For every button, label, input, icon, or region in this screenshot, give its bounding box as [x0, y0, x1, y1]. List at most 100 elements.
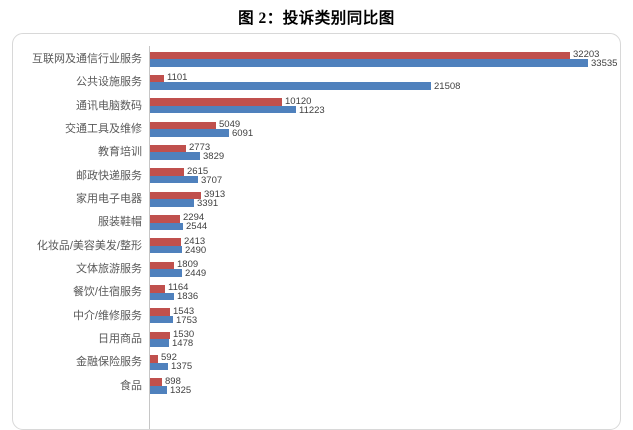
bar-group: 5049 6091: [149, 119, 614, 144]
blue-bottom-bar: [150, 82, 431, 91]
red-top-bar: [150, 214, 180, 223]
red-top-bar: [150, 98, 282, 106]
red-top-bar: [150, 331, 170, 340]
bar-group: 592 1375: [149, 352, 614, 377]
blue-bottom-bar: [150, 292, 174, 301]
red-value-label: 1164: [168, 282, 189, 294]
y-axis-line: [149, 46, 150, 429]
red-top-bar: [150, 74, 164, 83]
category-label: 互联网及通信行业服务: [32, 53, 142, 65]
blue-value-label: 1375: [171, 361, 193, 373]
bar-row: 邮政快递服务 2615 3707: [13, 165, 614, 191]
category-label: 金融保险服务: [76, 356, 142, 369]
category-label: 公共设施服务: [76, 76, 142, 89]
blue-value-label: 3391: [197, 198, 219, 210]
blue-bottom-bar: [150, 269, 182, 277]
bar-row: 化妆品/美容美发/整形 2413 2490: [13, 236, 614, 261]
category-label: 中介/维修服务: [72, 309, 142, 322]
bar-group: 2773 3829: [149, 142, 614, 167]
bar-group: 1164 1836: [149, 282, 614, 307]
bar-group: 1530 1478: [149, 329, 614, 354]
blue-value-label: 11223: [299, 104, 325, 116]
blue-value-label: 3829: [203, 151, 225, 163]
red-top-bar: [150, 261, 174, 270]
bar-row: 食品 898 1325: [13, 375, 614, 401]
red-top-bar: [150, 168, 184, 176]
blue-bottom-bar: [150, 129, 229, 137]
bar-row: 日用商品 1530 1478: [13, 329, 614, 354]
blue-value-label: 6091: [232, 128, 254, 140]
category-label: 交通工具及维修: [65, 123, 142, 136]
bar-group: 1809 2449: [149, 259, 614, 284]
chart-title: 图 2：投诉类别同比图: [238, 10, 395, 27]
bar-group: 2413 2490: [149, 236, 614, 261]
blue-value-label: 1478: [172, 338, 194, 350]
red-value-label: 898: [165, 375, 181, 387]
red-value-label: 1101: [167, 72, 188, 84]
category-label: 通讯电脑数码: [76, 99, 142, 112]
bar-group: 10120 11223: [149, 95, 614, 121]
blue-value-label: 3707: [201, 174, 223, 186]
category-label: 餐饮/住宿服务: [72, 286, 142, 299]
red-value-label: 2615: [187, 165, 209, 177]
blue-value-label: 2449: [185, 268, 207, 280]
red-top-bar: [150, 378, 162, 386]
category-label: 化妆品/美容美发/整形: [36, 239, 142, 252]
red-top-bar: [150, 51, 570, 60]
category-label: 邮政快递服务: [76, 169, 142, 182]
red-top-bar: [150, 121, 216, 130]
blue-bottom-bar: [150, 152, 200, 161]
blue-bottom-bar: [150, 199, 194, 207]
red-top-bar: [150, 191, 201, 200]
chart-frame: 互联网及通信行业服务 32203 33535 公共设施服务 1101 21508 通讯电脑数…: [12, 33, 621, 430]
blue-bottom-bar: [150, 315, 173, 324]
red-value-label: 32203: [573, 49, 600, 60]
blue-bottom-bar: [150, 362, 168, 371]
bar-group: 2294 2544: [149, 212, 614, 237]
category-label: 教育培训: [98, 146, 142, 159]
bar-group: 1101 21508: [149, 72, 614, 97]
category-label: 文体旅游服务: [76, 263, 142, 276]
blue-value-label: 2544: [186, 221, 208, 233]
red-value-label: 1543: [173, 305, 195, 317]
red-top-bar: [150, 238, 181, 246]
blue-bottom-bar: [150, 105, 296, 114]
bar-rows-container: 互联网及通信行业服务 32203 33535 公共设施服务 1101 21508 通讯电脑数…: [13, 49, 618, 401]
red-top-bar: [150, 284, 165, 293]
red-value-label: 1530: [173, 329, 195, 341]
red-value-label: 2773: [189, 142, 211, 154]
red-value-label: 5049: [219, 119, 241, 131]
red-value-label: 10120: [285, 95, 312, 107]
blue-value-label: 33535: [591, 58, 618, 69]
blue-value-label: 2490: [185, 244, 207, 256]
category-label: 食品: [120, 379, 142, 392]
red-top-bar: [150, 354, 158, 363]
red-value-label: 2294: [183, 212, 205, 224]
bar-row: 公共设施服务 1101 21508: [13, 72, 614, 97]
blue-value-label: 21508: [434, 81, 461, 93]
bar-group: 898 1325: [149, 375, 614, 401]
bar-row: 交通工具及维修 5049 6091: [13, 119, 614, 144]
category-label: 服装鞋帽: [98, 216, 142, 229]
blue-bottom-bar: [150, 385, 167, 394]
red-top-bar: [150, 144, 186, 153]
blue-bottom-bar: [150, 339, 169, 347]
bar-row: 家用电子电器 3913 3391: [13, 189, 614, 214]
blue-bottom-bar: [150, 222, 183, 231]
bar-row: 中介/维修服务 1543 1753: [13, 305, 614, 331]
bar-row: 互联网及通信行业服务 32203 33535: [13, 49, 618, 74]
blue-bottom-bar: [150, 59, 588, 67]
blue-value-label: 1325: [170, 384, 192, 396]
blue-value-label: 1836: [177, 291, 199, 303]
red-value-label: 592: [161, 352, 177, 364]
bar-row: 教育培训 2773 3829: [13, 142, 614, 167]
red-value-label: 1809: [177, 259, 199, 271]
bar-group: 3913 3391: [149, 189, 614, 214]
category-label: 日用商品: [98, 333, 142, 346]
bar-row: 通讯电脑数码 10120 11223: [13, 95, 614, 121]
blue-value-label: 1753: [176, 314, 198, 326]
bar-group: 1543 1753: [149, 305, 614, 331]
bar-row: 文体旅游服务 1809 2449: [13, 259, 614, 284]
red-value-label: 3913: [204, 189, 226, 201]
blue-bottom-bar: [150, 175, 198, 184]
